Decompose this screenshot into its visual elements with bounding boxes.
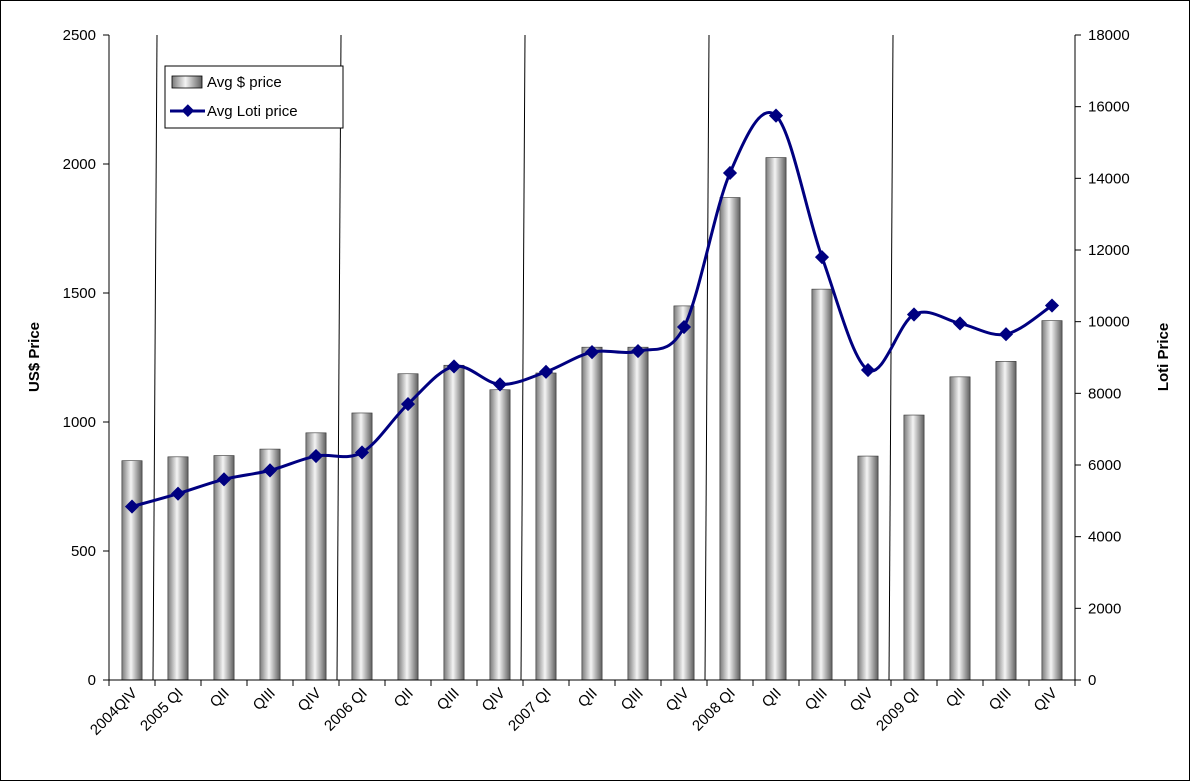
x-tick-label-0: 2004QIV bbox=[87, 685, 141, 739]
x-tick-label-19: QIII bbox=[986, 685, 1015, 714]
x-tick-label-20: QIV bbox=[1031, 685, 1061, 715]
bar-0 bbox=[121, 460, 143, 681]
line-marker-1 bbox=[170, 486, 186, 501]
y-tick-label-3: 1500 bbox=[63, 285, 96, 302]
x-tick-label-4: QIV bbox=[295, 685, 325, 715]
bar-20 bbox=[1041, 320, 1063, 681]
bar-18 bbox=[949, 376, 971, 681]
bar-16 bbox=[857, 455, 879, 681]
bar-4 bbox=[305, 432, 327, 681]
x-tick-label-11: QIII bbox=[618, 685, 647, 714]
x-tick-label-13: 2008 QI bbox=[689, 685, 739, 735]
bar-12 bbox=[673, 305, 695, 681]
legend-swatch-bar bbox=[171, 75, 203, 89]
bar-11 bbox=[627, 346, 649, 681]
y2-tick-label-3: 6000 bbox=[1088, 457, 1121, 474]
x-tick-label-14: QII bbox=[759, 685, 785, 711]
bar-13 bbox=[719, 197, 741, 681]
line-marker-3 bbox=[262, 463, 278, 478]
x-tick-label-5: 2006 QI bbox=[321, 685, 371, 735]
y-tick-label-1: 500 bbox=[71, 543, 96, 560]
line-marker-8 bbox=[492, 377, 508, 392]
x-tick-label-3: QIII bbox=[250, 685, 279, 714]
x-tick-label-16: QIV bbox=[847, 685, 877, 715]
y2-tick-label-1: 2000 bbox=[1088, 600, 1121, 617]
line-marker-4 bbox=[308, 448, 324, 464]
x-tick-label-8: QIV bbox=[479, 685, 509, 715]
bar-15 bbox=[811, 288, 833, 681]
line-marker-5 bbox=[354, 445, 370, 460]
axes bbox=[103, 34, 1081, 686]
bar-8 bbox=[489, 389, 511, 681]
y2-axis-title: Loti Price bbox=[1155, 323, 1172, 391]
bar-9 bbox=[535, 372, 557, 681]
line-marker-6 bbox=[400, 397, 416, 412]
y2-tick-label-6: 12000 bbox=[1088, 242, 1130, 259]
bar-2 bbox=[213, 455, 235, 681]
bar-7 bbox=[443, 364, 465, 681]
y2-tick-label-9: 18000 bbox=[1088, 27, 1130, 44]
legend: Avg $ price Avg Loti price bbox=[164, 65, 344, 129]
y-tick-label-2: 1000 bbox=[63, 414, 96, 431]
legend-label-line: Avg Loti price bbox=[207, 103, 298, 120]
line-marker-2 bbox=[216, 472, 232, 487]
y2-tick-label-5: 10000 bbox=[1088, 314, 1130, 331]
y2-tick-label-4: 8000 bbox=[1088, 385, 1121, 402]
line-marker-12 bbox=[676, 319, 692, 335]
x-tick-label-1: 2005 QI bbox=[137, 685, 187, 735]
year-divider-3 bbox=[704, 34, 710, 681]
line-marker-16 bbox=[860, 362, 876, 378]
line-marker-19 bbox=[998, 327, 1014, 342]
x-tick-label-17: 2009 QI bbox=[873, 685, 923, 735]
y-tick-label-0: 0 bbox=[88, 672, 96, 689]
bar-17 bbox=[903, 414, 925, 681]
bar-19 bbox=[995, 361, 1017, 681]
year-divider-2 bbox=[520, 34, 526, 681]
line-marker-11 bbox=[630, 343, 646, 359]
x-tick-label-10: QII bbox=[575, 685, 601, 711]
bar-10 bbox=[581, 346, 603, 681]
x-tick-label-12: QIV bbox=[663, 685, 693, 715]
line-marker-20 bbox=[1044, 298, 1060, 313]
y-tick-label-4: 2000 bbox=[63, 156, 96, 173]
line-marker-9 bbox=[538, 364, 554, 379]
line-marker-10 bbox=[584, 345, 600, 360]
year-divider-4 bbox=[888, 34, 894, 681]
x-tick-label-15: QIII bbox=[802, 685, 831, 714]
line-marker-15 bbox=[814, 250, 830, 265]
y2-tick-label-8: 16000 bbox=[1088, 99, 1130, 116]
x-tick-label-7: QIII bbox=[434, 685, 463, 714]
bar-14 bbox=[765, 157, 787, 681]
line-marker-18 bbox=[952, 316, 968, 331]
y2-tick-label-0: 0 bbox=[1088, 672, 1096, 689]
y-axis-title: US$ Price bbox=[26, 322, 43, 392]
year-dividers bbox=[152, 34, 894, 681]
x-tick-label-2: QII bbox=[207, 685, 233, 711]
y-tick-label-5: 2500 bbox=[63, 27, 96, 44]
bar-series bbox=[121, 157, 1063, 681]
y2-tick-label-2: 4000 bbox=[1088, 529, 1121, 546]
legend-label-bar: Avg $ price bbox=[207, 74, 282, 91]
x-tick-label-18: QII bbox=[943, 685, 969, 711]
line-marker-0 bbox=[124, 499, 140, 514]
line-marker-13 bbox=[722, 165, 738, 181]
line-marker-14 bbox=[768, 108, 784, 123]
line-marker-17 bbox=[906, 307, 922, 322]
y2-tick-label-7: 14000 bbox=[1088, 170, 1130, 187]
year-divider-0 bbox=[152, 34, 158, 681]
year-divider-1 bbox=[336, 34, 342, 681]
bar-3 bbox=[259, 448, 281, 681]
line-series bbox=[124, 108, 1060, 514]
line-marker-7 bbox=[446, 359, 462, 374]
x-tick-label-6: QII bbox=[391, 685, 417, 711]
bar-6 bbox=[397, 373, 419, 681]
x-tick-label-9: 2007 QI bbox=[505, 685, 555, 735]
